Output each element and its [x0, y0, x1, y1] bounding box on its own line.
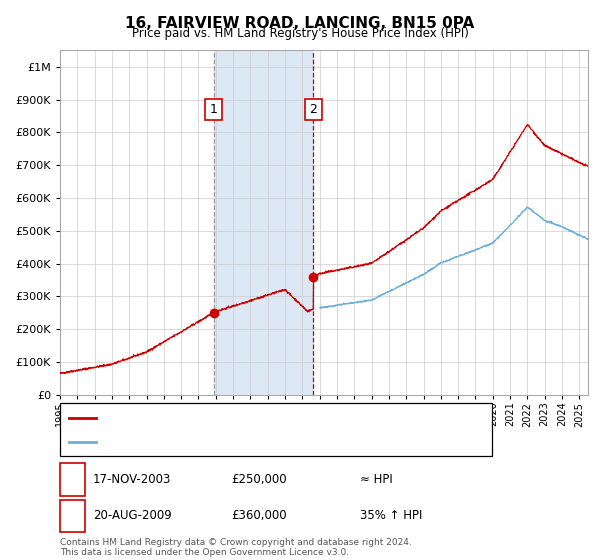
Text: 20-AUG-2009: 20-AUG-2009 [93, 509, 172, 522]
Text: 16, FAIRVIEW ROAD, LANCING, BN15 0PA (detached house): 16, FAIRVIEW ROAD, LANCING, BN15 0PA (de… [99, 413, 423, 423]
Text: 17-NOV-2003: 17-NOV-2003 [93, 473, 172, 486]
Text: 1: 1 [68, 473, 77, 486]
Text: HPI: Average price, detached house, Adur: HPI: Average price, detached house, Adur [99, 436, 327, 446]
Text: 2: 2 [310, 103, 317, 116]
Text: 2: 2 [68, 509, 77, 522]
Bar [214, 50, 313, 395]
Text: Contains HM Land Registry data © Crown copyright and database right 2024.
This d: Contains HM Land Registry data © Crown c… [60, 538, 412, 557]
Text: £360,000: £360,000 [231, 509, 287, 522]
Text: Price paid vs. HM Land Registry's House Price Index (HPI): Price paid vs. HM Land Registry's House … [131, 27, 469, 40]
Text: ≈ HPI: ≈ HPI [360, 473, 393, 486]
Text: £250,000: £250,000 [231, 473, 287, 486]
Text: 35% ↑ HPI: 35% ↑ HPI [360, 509, 422, 522]
Text: 1: 1 [210, 103, 218, 116]
Text: 16, FAIRVIEW ROAD, LANCING, BN15 0PA: 16, FAIRVIEW ROAD, LANCING, BN15 0PA [125, 16, 475, 31]
